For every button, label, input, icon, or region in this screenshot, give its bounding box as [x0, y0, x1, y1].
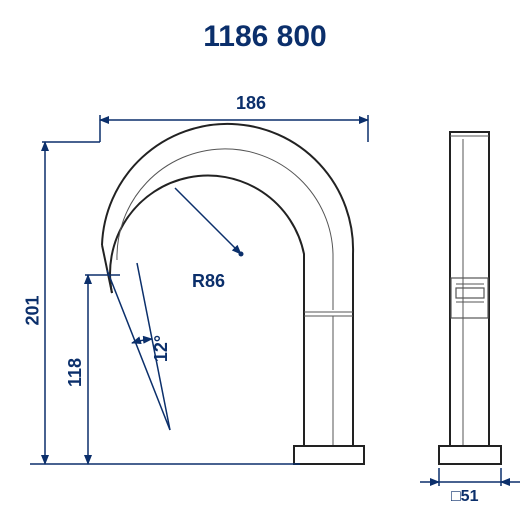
- square-symbol-icon: □: [451, 488, 461, 505]
- dim-label-51-square: □51: [451, 488, 478, 506]
- side-base-plate: [439, 446, 501, 464]
- dim-label-51: 51: [461, 488, 479, 505]
- dim-label-r86: R86: [192, 271, 225, 292]
- dim-r86-leader: [175, 188, 241, 254]
- dim-label-angle: 12°: [151, 335, 172, 362]
- dim-label-186: 186: [236, 93, 266, 114]
- drawing-container: 1186 800: [0, 0, 530, 530]
- dimensions: [30, 115, 520, 486]
- sensor-window: [456, 288, 484, 298]
- side-view: [439, 132, 501, 464]
- front-base-plate: [294, 446, 364, 464]
- arc-center-mark: [239, 252, 244, 257]
- technical-drawing-svg: [0, 0, 530, 530]
- faucet-outer-outline: [102, 124, 353, 312]
- dim-label-201: 201: [23, 295, 44, 325]
- dim-label-118: 118: [65, 358, 86, 387]
- front-view: [102, 124, 364, 464]
